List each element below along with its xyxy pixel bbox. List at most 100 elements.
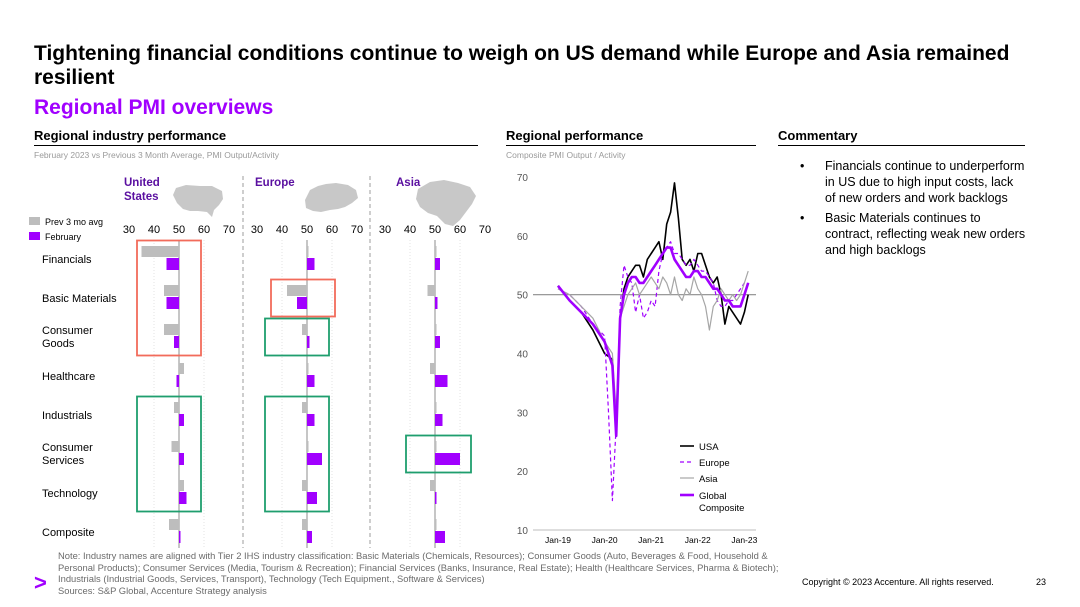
footnote: Note: Industry names are aligned with Ti… <box>58 550 783 596</box>
february-bar <box>435 531 445 543</box>
highlight-box-green <box>136 395 202 513</box>
footnote-text: Note: Industry names are aligned with Ti… <box>58 550 779 584</box>
industry-bar-chart: Prev 3 mo avg February Financials Basic Mat… <box>29 176 491 548</box>
axis-tick-label: 70 <box>223 224 235 236</box>
axis-tick-label: 40 <box>276 224 288 236</box>
axis-tick-label: 60 <box>326 224 338 236</box>
february-bar <box>166 297 179 309</box>
axis-tick-label: 30 <box>123 224 135 236</box>
february-bar <box>435 336 440 348</box>
y-tick-label: 40 <box>517 350 529 361</box>
prev-avg-bar <box>307 441 309 452</box>
region-label: Asia <box>396 177 421 189</box>
industry-section-heading: Regional industry performance <box>34 128 478 146</box>
axis-tick-label: 40 <box>404 224 416 236</box>
y-tick-label: 10 <box>517 526 529 537</box>
category-label: Composite <box>42 527 95 539</box>
axis-tick-label: 60 <box>454 224 466 236</box>
axis-tick-label: 30 <box>251 224 263 236</box>
prev-avg-bar <box>430 363 435 374</box>
legend-series-label-line: USA <box>699 442 719 453</box>
category-label: Financials <box>42 254 92 266</box>
regional-section-heading: Regional performance <box>506 128 756 146</box>
commentary-heading: Commentary <box>778 128 1025 146</box>
legend-series-label-line: Global <box>699 491 726 502</box>
category-label-line: Composite <box>42 527 95 539</box>
category-label-line: Basic Materials <box>42 293 117 305</box>
region-map-icon <box>173 185 223 217</box>
axis-tick-label: 50 <box>301 224 313 236</box>
legend-prev-swatch <box>29 217 40 225</box>
prev-avg-bar <box>164 324 179 335</box>
y-tick-label: 30 <box>517 408 529 419</box>
prev-avg-bar <box>179 480 184 491</box>
category-label: Consumer Services <box>42 442 93 467</box>
february-bar <box>307 492 317 504</box>
region-label-line: Europe <box>255 177 295 189</box>
prev-avg-bar <box>169 519 179 530</box>
prev-avg-bar <box>141 246 179 257</box>
prev-avg-bar <box>307 363 309 374</box>
february-bar <box>435 375 448 387</box>
category-label-line: Consumer <box>42 442 93 454</box>
commentary-bullet: Basic Materials continues to contract, r… <box>778 210 1026 258</box>
category-label: Basic Materials <box>42 293 117 305</box>
axis-tick-label: 50 <box>173 224 185 236</box>
february-bar <box>176 375 179 387</box>
legend-series-label-line: Composite <box>699 503 744 514</box>
x-tick-label: Jan-20 <box>592 535 618 545</box>
february-bar <box>179 414 184 426</box>
february-bar <box>179 453 184 465</box>
category-label: Industrials <box>42 410 93 422</box>
legend-series-label: Asia <box>699 474 718 485</box>
february-bar <box>297 297 307 309</box>
february-bar <box>166 258 179 270</box>
prev-avg-bar <box>302 519 307 530</box>
prev-avg-bar <box>307 246 309 257</box>
february-bar <box>435 297 438 309</box>
legend-feb-label: February <box>45 232 82 242</box>
prev-avg-bar <box>171 441 179 452</box>
category-label: Technology <box>42 488 98 500</box>
prev-avg-bar <box>179 363 184 374</box>
page-title: Tightening financial conditions continue… <box>34 42 1010 89</box>
highlight-box-red <box>136 239 202 357</box>
february-bar <box>179 492 187 504</box>
category-label: Healthcare <box>42 371 95 383</box>
prev-avg-bar <box>427 285 435 296</box>
series-line <box>557 182 749 431</box>
region-label: Europe <box>255 177 295 189</box>
highlight-box-green <box>264 317 330 357</box>
category-label-line: Consumer <box>42 325 93 337</box>
prev-avg-bar <box>302 480 307 491</box>
category-label-line: Healthcare <box>42 371 95 383</box>
february-bar <box>307 453 322 465</box>
legend-series-label: Global Composite <box>699 491 744 514</box>
legend-series-label-line: Europe <box>699 458 730 469</box>
february-bar <box>307 414 315 426</box>
category-label-line: Goods <box>42 338 75 350</box>
legend-feb-swatch <box>29 232 40 240</box>
february-bar <box>435 492 437 504</box>
page-number: 23 <box>1036 577 1047 587</box>
y-tick-label: 50 <box>517 291 529 302</box>
copyright-text: Copyright © 2023 Accenture. All rights r… <box>802 577 994 587</box>
accenture-logo-icon: > <box>34 570 47 595</box>
february-bar <box>435 414 443 426</box>
commentary-bullet: Financials continue to underperform in U… <box>778 158 1026 206</box>
x-tick-label: Jan-22 <box>685 535 711 545</box>
february-bar <box>307 336 310 348</box>
category-label-line: Technology <box>42 488 98 500</box>
highlight-box-red <box>270 278 336 318</box>
prev-avg-bar <box>435 441 437 452</box>
legend-series-label: USA <box>699 442 719 453</box>
prev-avg-bar <box>435 519 437 530</box>
axis-tick-label: 40 <box>148 224 160 236</box>
february-bar <box>174 336 179 348</box>
commentary-list: Financials continue to underperform in U… <box>778 158 1026 262</box>
category-label-line: Services <box>42 455 85 467</box>
page-subtitle: Regional PMI overviews <box>34 96 274 119</box>
axis-tick-label: 60 <box>198 224 210 236</box>
series-line <box>556 246 750 438</box>
y-tick-label: 70 <box>517 173 529 184</box>
